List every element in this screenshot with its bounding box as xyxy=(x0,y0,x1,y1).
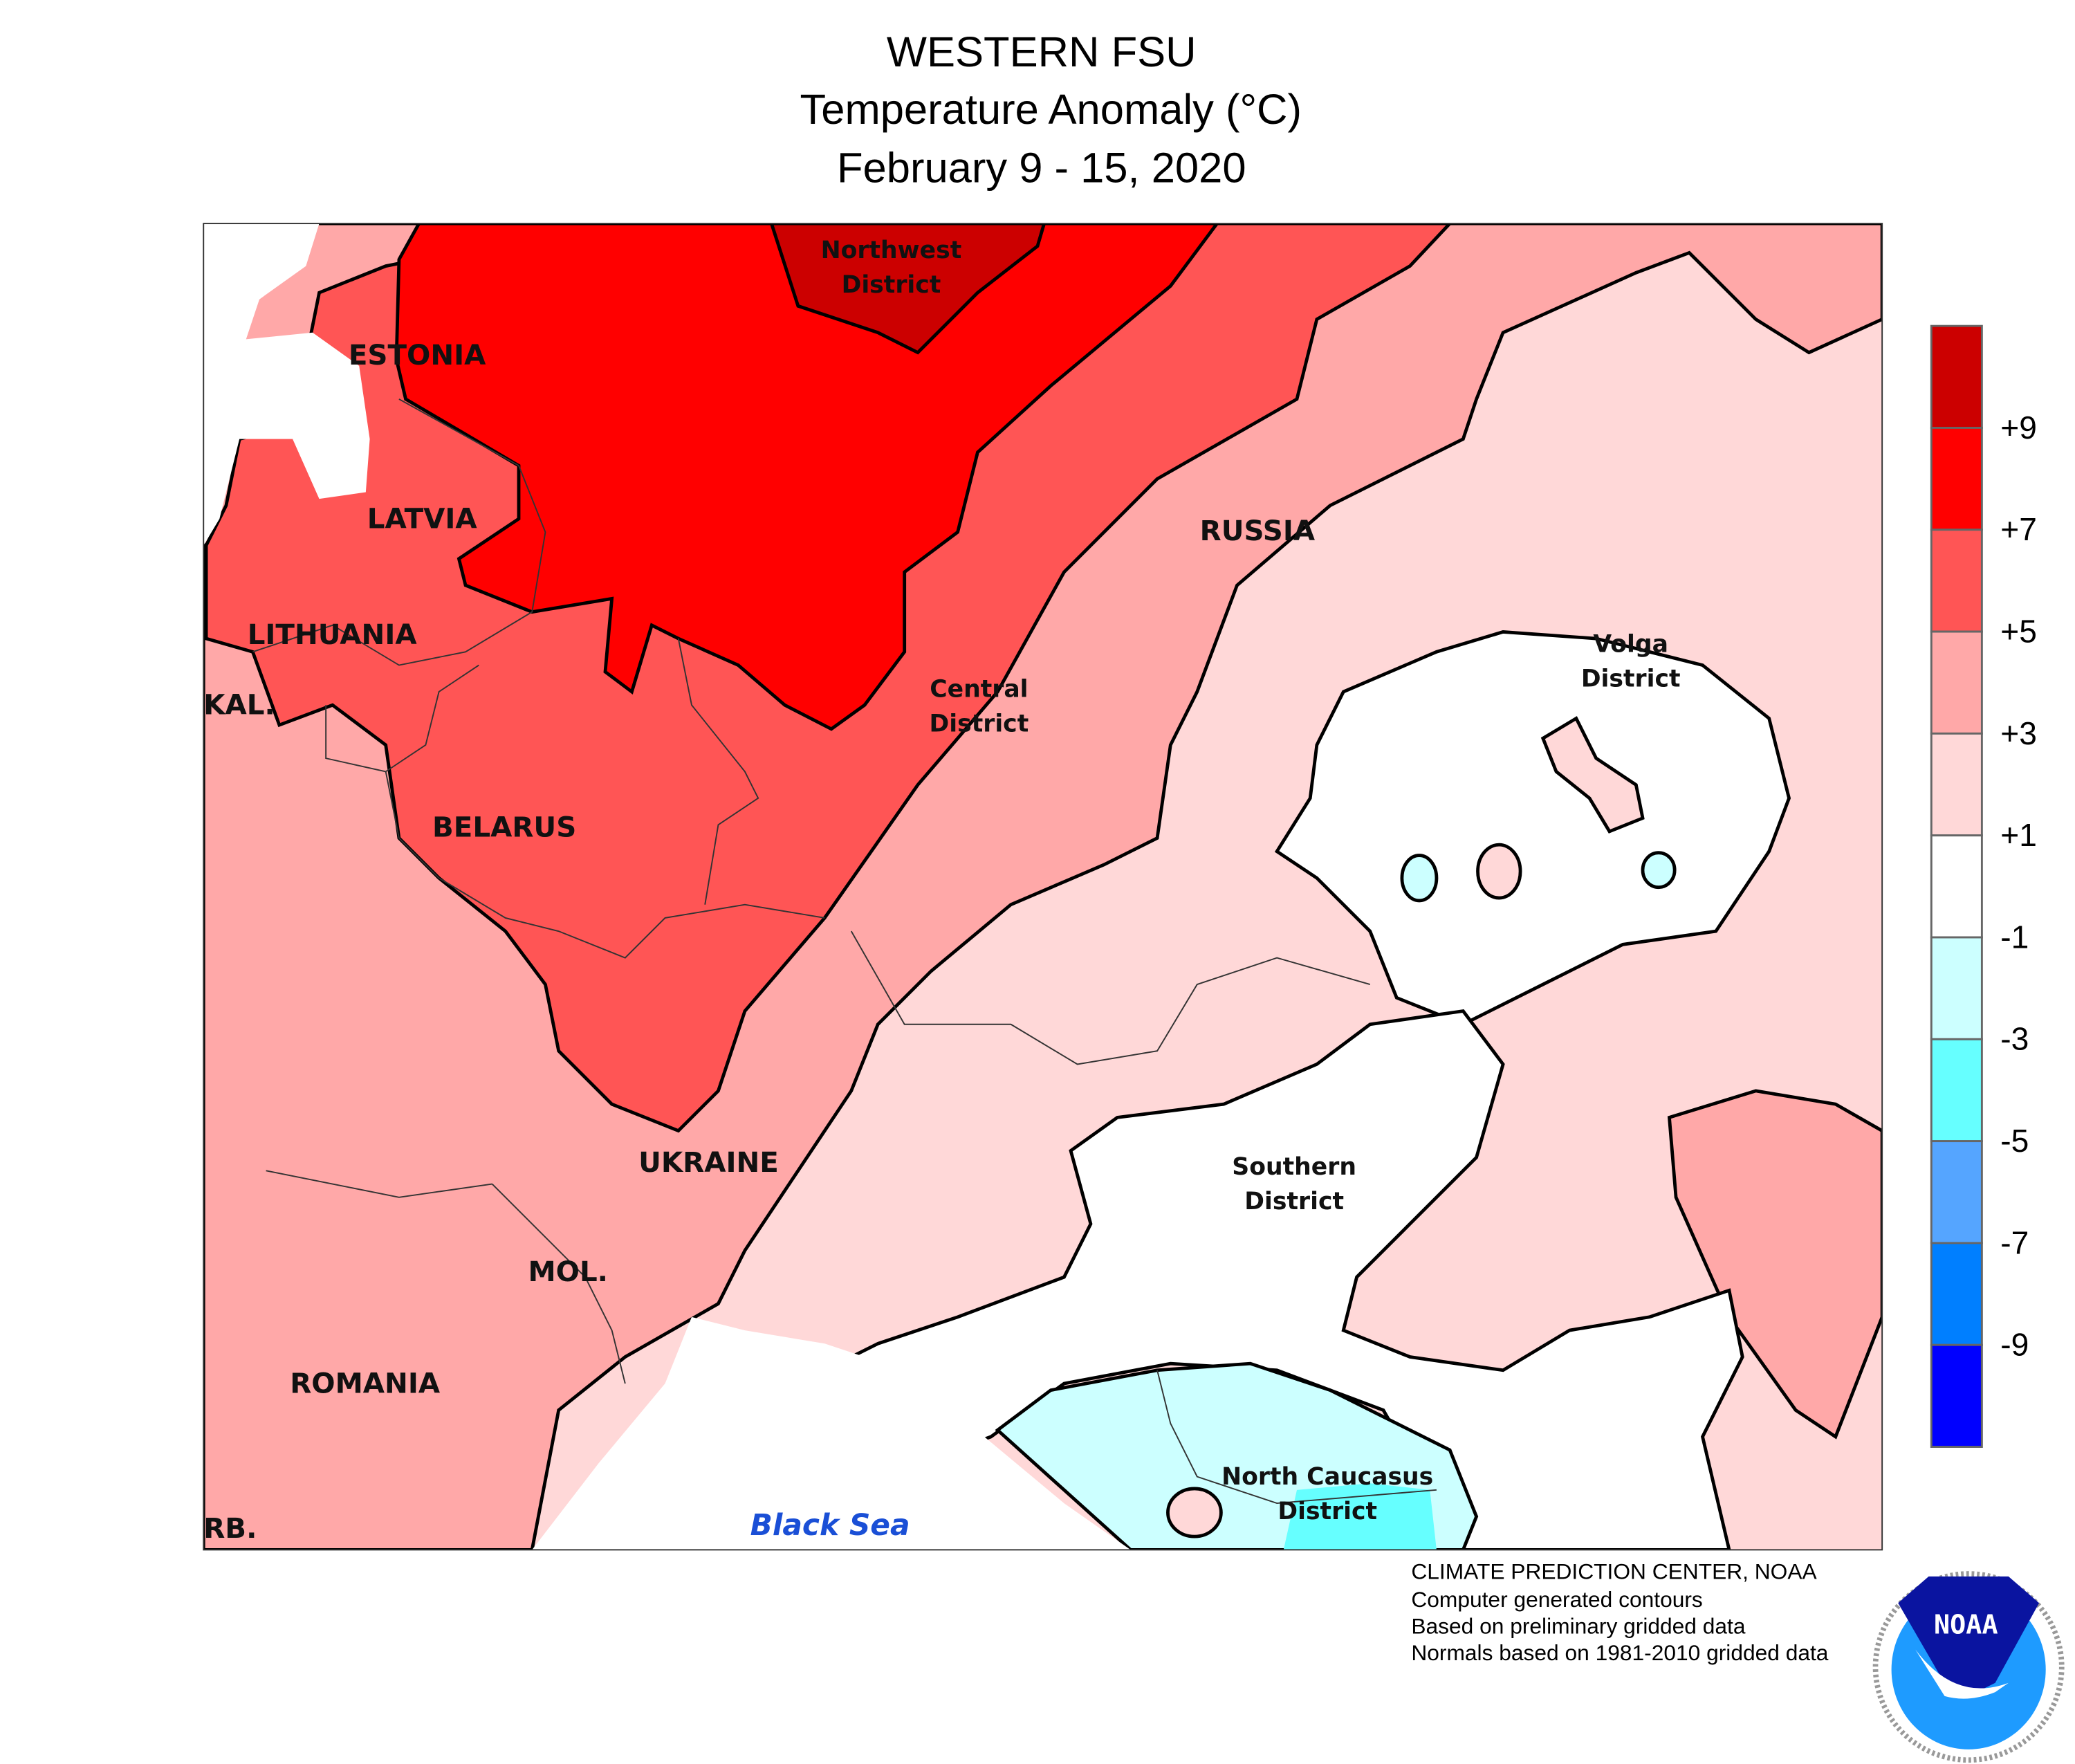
credit-line-3: Based on preliminary gridded data xyxy=(1411,1614,1745,1639)
label-latvia: LATVIA xyxy=(367,502,478,535)
credit-line-1: CLIMATE PREDICTION CENTER, NOAA xyxy=(1411,1559,1817,1584)
legend-swatch xyxy=(1930,834,1983,939)
label-ukraine: UKRAINE xyxy=(638,1146,779,1179)
legend-label: -7 xyxy=(2000,1224,2029,1260)
legend-label: +7 xyxy=(2000,511,2037,547)
label-serbia: RB. xyxy=(203,1512,257,1545)
color-legend: +9 +7 +5 +3 +1 -1 -3 -5 -7 -9 xyxy=(1930,324,2037,1448)
label-lithuania: LITHUANIA xyxy=(248,618,418,651)
legend-swatch xyxy=(1930,1038,1983,1143)
country-border xyxy=(491,1183,626,1384)
legend-swatch xyxy=(1930,1140,1983,1244)
country-border xyxy=(325,705,825,959)
map-frame xyxy=(203,223,1883,1551)
label-central-district: Central xyxy=(930,676,1028,704)
label-volga-district: Volga xyxy=(1593,630,1668,658)
anomaly-1-3-caucasus-spot xyxy=(1166,1487,1223,1538)
label-north-caucasus-district-2: District xyxy=(1278,1498,1377,1525)
label-romania: ROMANIA xyxy=(290,1367,441,1399)
legend-label: -3 xyxy=(2000,1021,2029,1057)
title-dates: February 9 - 15, 2020 xyxy=(837,144,1246,192)
legend-swatch xyxy=(1930,732,1983,837)
legend-label: -9 xyxy=(2000,1327,2029,1363)
anomaly-3-5-east-region xyxy=(1667,1089,1883,1440)
legend-label: -1 xyxy=(2000,919,2029,955)
country-border xyxy=(850,930,1371,1065)
noaa-logo-navy xyxy=(1898,1576,2040,1696)
country-border xyxy=(385,664,479,773)
label-russia: RUSSIA xyxy=(1200,515,1316,547)
label-belarus: BELARUS xyxy=(432,811,576,844)
label-southern-district: Southern xyxy=(1232,1153,1356,1181)
label-north-caucasus-district: North Caucasus xyxy=(1221,1463,1433,1491)
label-moldova: MOL. xyxy=(528,1256,608,1288)
legend-label: +3 xyxy=(2000,715,2037,751)
title-region: WESTERN FSU xyxy=(887,28,1197,76)
country-border xyxy=(266,1170,492,1198)
legend-swatch xyxy=(1930,1343,1983,1448)
legend-label: +1 xyxy=(2000,817,2037,853)
legend-swatch xyxy=(1930,324,1983,429)
title-variable: Temperature Anomaly (°C) xyxy=(800,86,1302,134)
credit-line-4: Normals based on 1981-2010 gridded data xyxy=(1411,1640,1828,1665)
label-southern-district-2: District xyxy=(1244,1188,1344,1215)
legend-swatch xyxy=(1930,936,1983,1040)
label-northwest-district: Northwest xyxy=(821,237,962,264)
map-area xyxy=(203,223,1883,1550)
anomaly-negative-volga-spot xyxy=(1400,854,1439,903)
anomaly-1-3-volga-patch xyxy=(1540,716,1645,834)
baltic-sea xyxy=(203,223,370,546)
anomaly-above-9-region xyxy=(769,223,1046,355)
legend-swatch xyxy=(1930,630,1983,735)
legend-label: -5 xyxy=(2000,1123,2029,1159)
legend-swatch xyxy=(1930,1242,1983,1346)
legend-swatch xyxy=(1930,529,1983,633)
country-border xyxy=(252,398,546,666)
anomaly-1-3-volga-spot xyxy=(1476,843,1522,900)
label-central-district-2: District xyxy=(930,710,1029,738)
noaa-logo-text: NOAA xyxy=(1934,1610,1998,1641)
credit-line-2: Computer generated contours xyxy=(1411,1587,1702,1612)
label-volga-district-2: District xyxy=(1581,665,1681,692)
country-border xyxy=(677,638,759,905)
label-northwest-district-2: District xyxy=(842,271,941,299)
anomaly-negative-volga-spot xyxy=(1641,851,1677,890)
legend-label: +9 xyxy=(2000,410,2037,445)
label-estonia: ESTONIA xyxy=(349,339,486,371)
label-kaliningrad: KAL. xyxy=(203,689,275,722)
black-sea xyxy=(532,1316,1131,1550)
country-border xyxy=(1156,1370,1437,1505)
noaa-bird-icon xyxy=(1915,1649,2009,1699)
label-black-sea: Black Sea xyxy=(750,1508,910,1542)
noaa-logo: NOAA xyxy=(1872,1571,2065,1763)
legend-swatch xyxy=(1930,427,1983,531)
anomaly-7-9-region xyxy=(394,223,1219,731)
anomaly-near-zero-volga-region xyxy=(1274,630,1791,1027)
legend-label: +5 xyxy=(2000,613,2037,649)
